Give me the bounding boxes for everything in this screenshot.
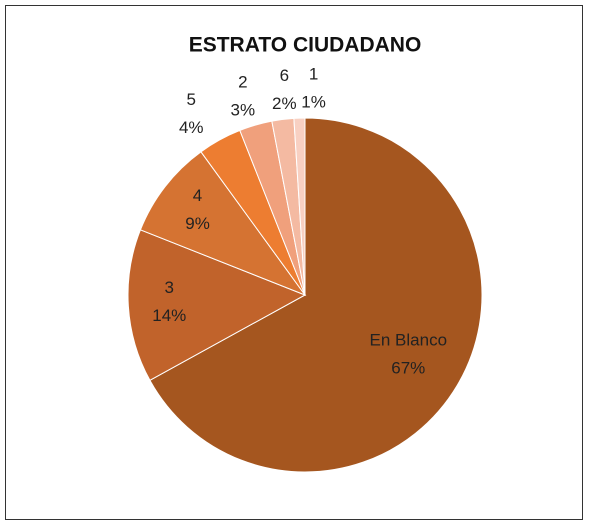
data-label-value: 9%: [185, 214, 210, 233]
chart-title: ESTRATO CIUDADANO: [189, 34, 422, 57]
pie-slice: [127, 229, 307, 381]
data-label-value: 67%: [391, 359, 425, 378]
pie-slice: [293, 117, 306, 296]
data-label-category: 6: [280, 66, 289, 85]
data-label-category: 4: [193, 186, 202, 205]
pie-slice: [149, 117, 483, 473]
data-label-value: 4%: [179, 118, 204, 137]
data-label-category: 3: [165, 278, 174, 297]
data-label-category: 5: [187, 90, 196, 109]
data-label-value: 2%: [272, 94, 297, 113]
data-label-category: En Blanco: [370, 331, 448, 350]
data-label-category: 2: [238, 73, 247, 92]
data-label-value: 3%: [231, 101, 256, 120]
data-label-value: 1%: [301, 93, 326, 112]
data-label-category: 1: [309, 65, 318, 84]
data-label-value: 14%: [152, 306, 186, 325]
pie-slice: [139, 151, 307, 297]
